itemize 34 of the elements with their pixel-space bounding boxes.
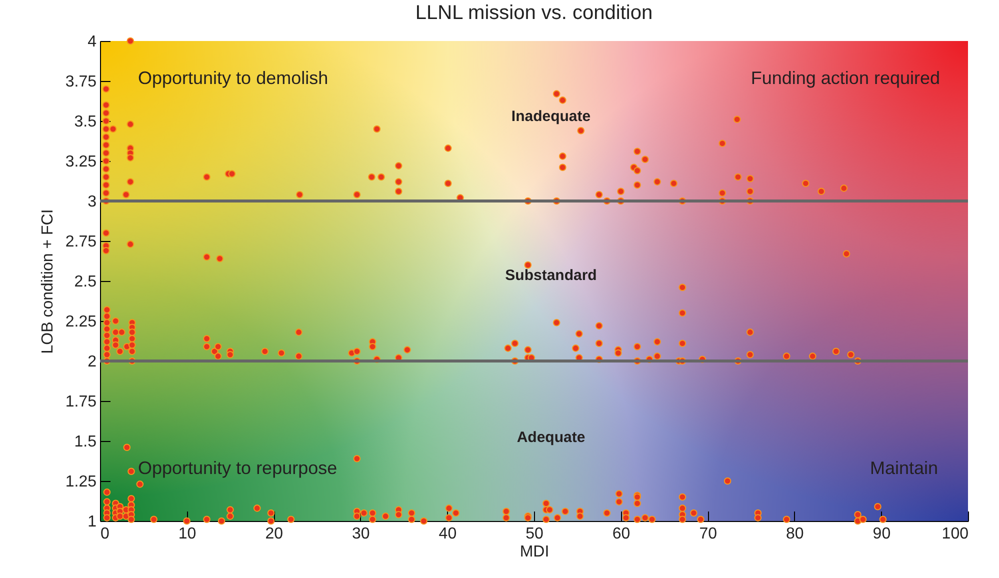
x-tick-label: 60 [612, 526, 630, 542]
annotation: Opportunity to demolish [138, 68, 328, 88]
y-tick-label: 2.5 [74, 274, 97, 290]
x-tick-label: 10 [178, 526, 196, 542]
y-tick-label: 2 [88, 354, 97, 370]
y-tick-label: 2.25 [65, 314, 97, 330]
x-tick-label: 20 [265, 526, 284, 542]
x-tick-label: 90 [872, 526, 891, 542]
annotation: Funding action required [750, 68, 940, 88]
x-tick-label: 50 [526, 526, 544, 542]
annotation: Adequate [516, 429, 586, 446]
y-axis-title: LOB condition + FCI [39, 209, 56, 354]
y-tick-label: 3.75 [65, 74, 97, 90]
y-tick-label: 1 [88, 514, 97, 530]
x-tick-label: 70 [699, 526, 718, 542]
x-axis-title: MDI [520, 544, 550, 560]
y-tick-label: 2.75 [65, 234, 97, 250]
x-tick-label: 30 [352, 526, 370, 542]
y-tick-label: 4 [88, 34, 97, 50]
x-tick-label: 80 [786, 526, 804, 542]
annotation: Substandard [505, 267, 597, 284]
annotation: Opportunity to repurpose [138, 458, 338, 478]
y-tick-label: 1.75 [65, 394, 97, 410]
x-tick-label: 0 [100, 526, 110, 542]
annotation: Maintain [870, 458, 938, 478]
chart-title: LLNL mission vs. condition [415, 2, 653, 24]
y-tick-label: 1.25 [65, 474, 97, 490]
x-tick-label: 100 [942, 526, 969, 542]
y-tick-label: 3.5 [74, 114, 97, 130]
y-tick-label: 1.5 [74, 434, 97, 450]
y-tick-label: 3 [88, 194, 97, 210]
y-tick-label: 3.25 [65, 154, 97, 170]
annotation: Inadequate [511, 108, 591, 125]
x-tick-label: 40 [438, 526, 457, 542]
